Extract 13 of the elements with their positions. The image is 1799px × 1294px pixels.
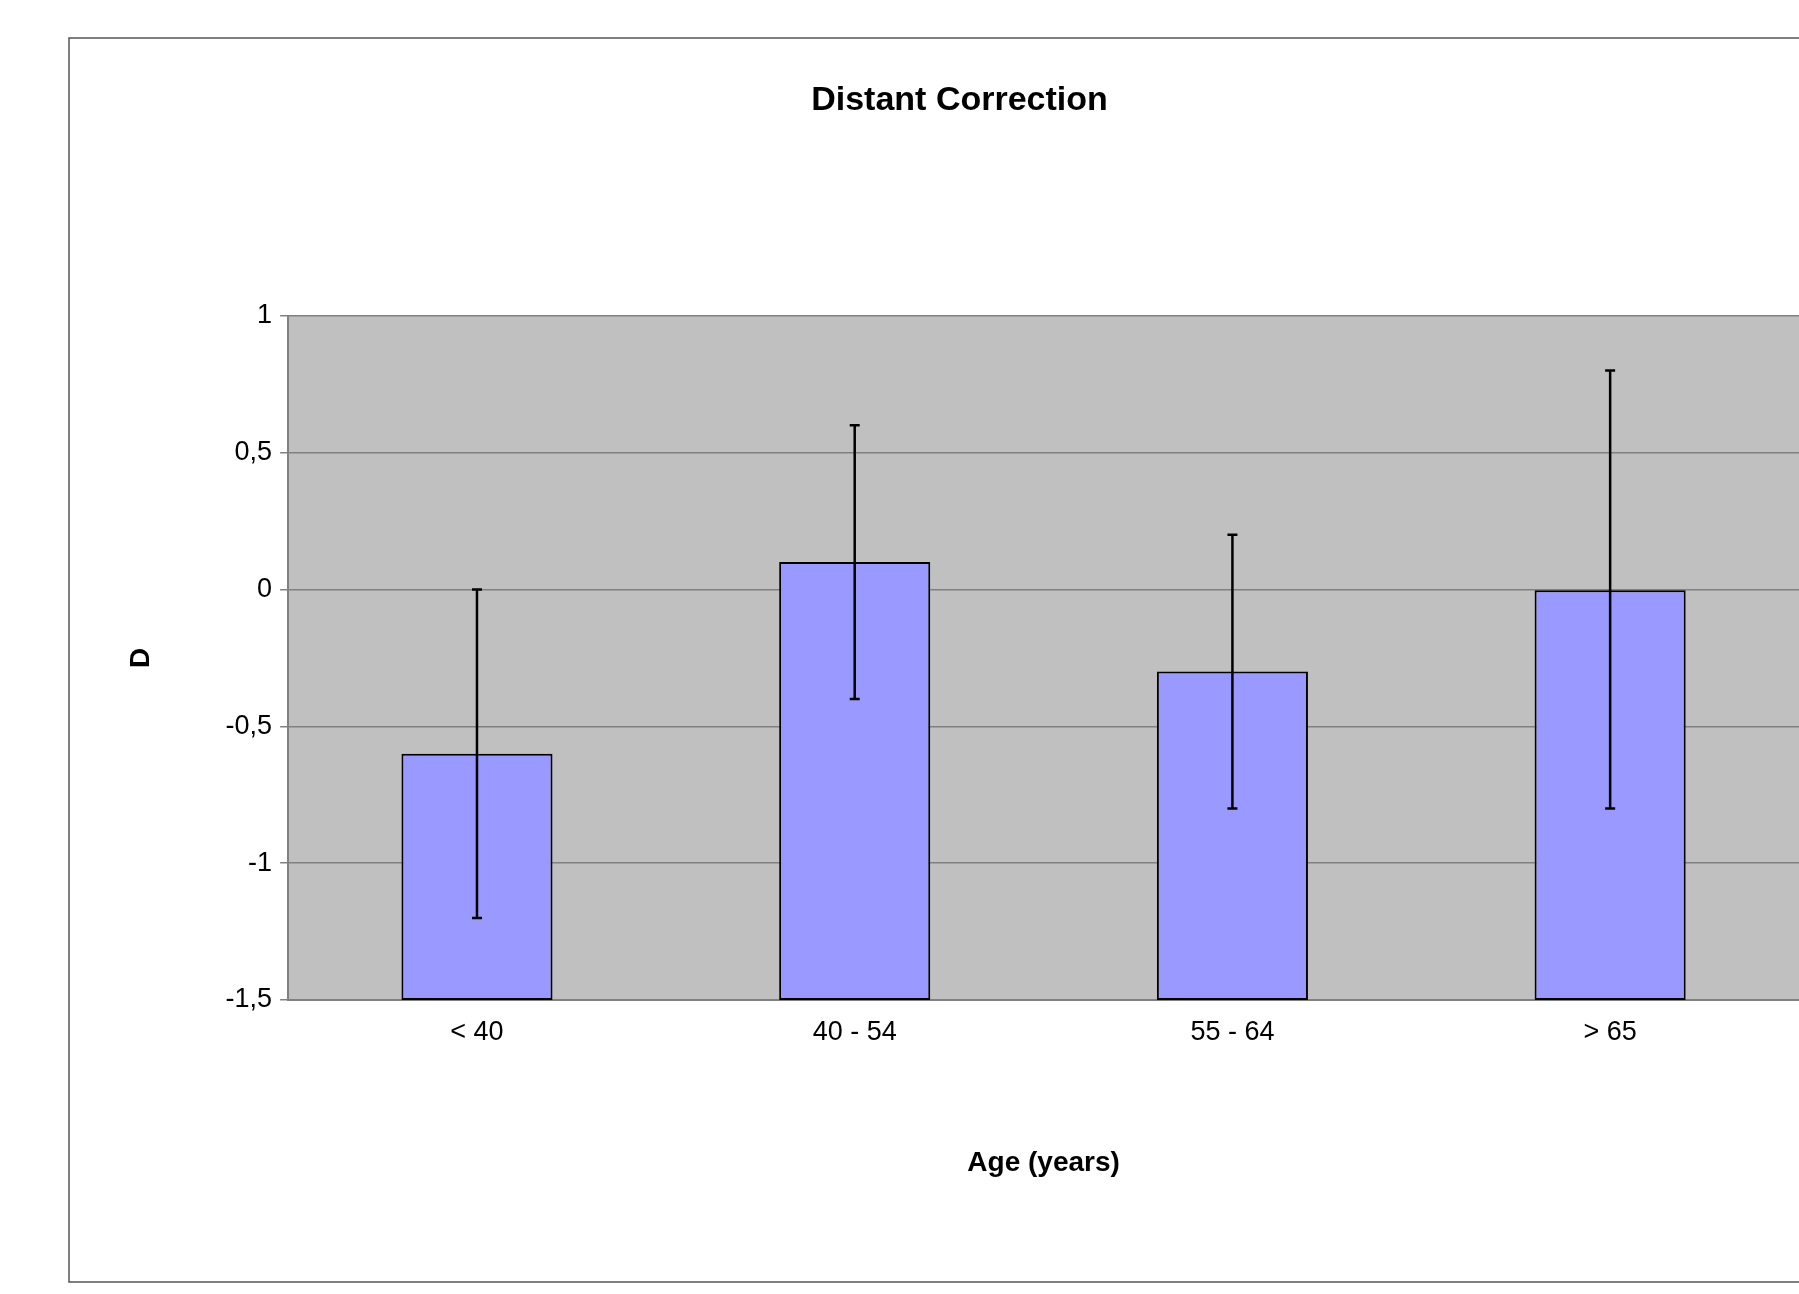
y-tick-label: -0,5 — [225, 709, 273, 740]
x-tick-label: 40 - 54 — [812, 1015, 897, 1046]
y-tick-label: 0,5 — [234, 436, 273, 467]
y-tick-label: -1,5 — [225, 983, 273, 1014]
x-axis-title: Age (years) — [967, 1145, 1120, 1177]
y-axis-title: D — [123, 647, 155, 669]
x-tick-label: > 65 — [1583, 1015, 1637, 1046]
y-tick-label: 0 — [257, 572, 273, 603]
x-tick-label: < 40 — [450, 1015, 504, 1046]
x-tick-label: 55 - 64 — [1190, 1015, 1275, 1046]
y-tick-label: -1 — [248, 846, 273, 877]
y-tick-label: 1 — [257, 299, 273, 330]
chart-title: Distant Correction — [811, 78, 1108, 117]
